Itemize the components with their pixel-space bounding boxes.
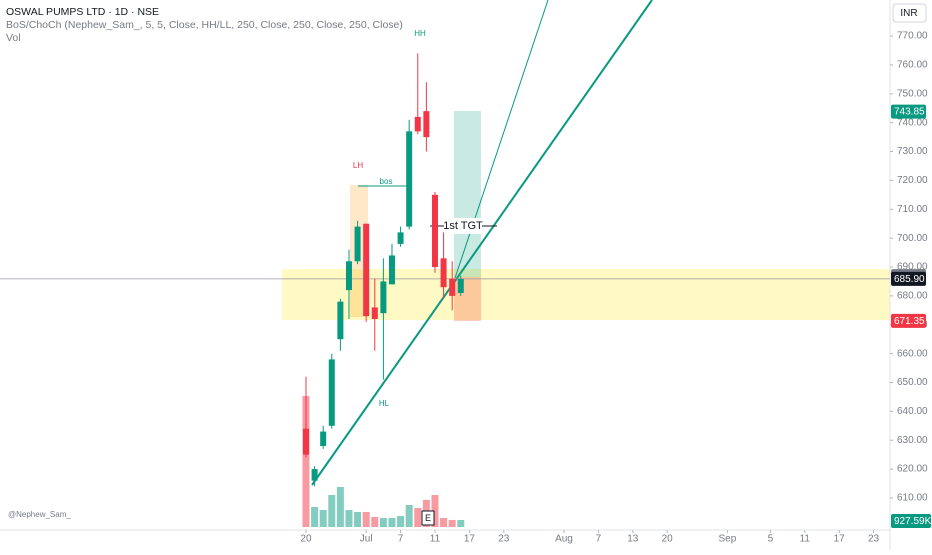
y-tick-label: 650.00 <box>897 377 928 388</box>
hh-label: HH <box>414 29 426 38</box>
candle-body <box>354 226 361 262</box>
candle-body <box>337 301 344 340</box>
y-tick-label: 660.00 <box>897 348 928 359</box>
legend-indicator: BoS/ChoCh (Nephew_Sam_, 5, 5, Close, HH/… <box>6 19 403 31</box>
x-tick-label: 17 <box>834 534 846 545</box>
candle-body <box>363 223 370 317</box>
legend-indicator: Vol <box>6 32 21 44</box>
volume-bar <box>328 495 336 527</box>
x-tick-label: 20 <box>662 534 674 545</box>
y-tick-label: 710.00 <box>897 204 928 215</box>
y-tick-label: 690.00 <box>897 262 928 273</box>
volume-bar <box>397 515 405 527</box>
price-tag-label: 671.35 <box>894 316 925 327</box>
watermark: @Nephew_Sam_ <box>8 510 71 519</box>
volume-bar <box>431 495 439 527</box>
volume-bar <box>414 507 422 527</box>
target-box <box>454 111 481 277</box>
x-tick-label: 20 <box>300 534 312 545</box>
x-tick-label: 13 <box>627 534 639 545</box>
currency[interactable]: INR <box>900 8 917 19</box>
legend-title: OSWAL PUMPS LTD · 1D · NSE <box>6 6 159 18</box>
price-tag-label: 743.85 <box>894 107 925 118</box>
y-tick-label: 760.00 <box>897 60 928 71</box>
x-tick-label: 11 <box>800 534 811 545</box>
x-tick-label: 7 <box>596 534 602 545</box>
volume-bar <box>362 511 370 527</box>
y-tick-label: 730.00 <box>897 146 928 157</box>
volume-bar <box>302 396 310 527</box>
candle-body <box>449 278 456 296</box>
price-tag <box>891 271 926 286</box>
volume-bar <box>371 516 379 527</box>
target-label-bg <box>444 218 482 234</box>
y-tick-label: 720.00 <box>897 175 928 186</box>
candle-body <box>380 281 387 314</box>
volume-bar <box>354 511 362 527</box>
x-tick-label: Aug <box>555 534 573 545</box>
price-tag <box>891 104 926 119</box>
y-tick-label: 680.00 <box>897 291 928 302</box>
volume-bar <box>379 518 387 527</box>
volume-bar <box>405 504 413 527</box>
y-tick-label: 770.00 <box>897 31 928 42</box>
bos-label: bos <box>380 177 393 186</box>
candle-body <box>302 428 309 455</box>
volume-tag <box>891 514 931 528</box>
y-tick-label: 640.00 <box>897 406 928 417</box>
x-tick-label: 23 <box>868 534 880 545</box>
volume-bar <box>440 518 448 527</box>
x-tick-label: 5 <box>768 534 774 545</box>
candle-body <box>320 431 327 446</box>
candle-body <box>311 469 318 481</box>
candle-body <box>388 255 395 285</box>
x-tick-label: Jul <box>360 534 373 545</box>
candle-body <box>328 359 335 426</box>
volume-bar <box>319 510 327 527</box>
hl-label: HL <box>379 399 390 408</box>
candle-body <box>440 258 447 288</box>
y-tick-label: 740.00 <box>897 117 928 128</box>
volume-bar <box>388 518 396 527</box>
candle-body <box>457 278 464 294</box>
x-tick-label: 23 <box>498 534 510 545</box>
earnings-marker[interactable] <box>421 510 435 526</box>
candle-body <box>406 131 413 227</box>
candle-body <box>371 307 378 319</box>
y-tick-label: 620.00 <box>897 464 928 475</box>
x-tick-label: 7 <box>398 534 404 545</box>
currency-box[interactable] <box>892 3 927 23</box>
target-label: 1st TGT <box>443 220 483 232</box>
candle-body <box>431 194 438 268</box>
volume-tag-label: 927.59K <box>894 516 932 527</box>
earnings-label[interactable]: E <box>425 513 431 523</box>
candle-body <box>414 116 421 132</box>
lh-label: LH <box>353 161 363 170</box>
candle-body <box>397 232 404 244</box>
drawings <box>282 0 890 486</box>
candle-body <box>345 261 352 291</box>
volume-bar <box>336 487 344 527</box>
x-tick-label: Sep <box>718 534 736 545</box>
candle-body <box>423 111 430 138</box>
volume-bar <box>448 519 456 527</box>
y-tick-label: 630.00 <box>897 435 928 446</box>
volume-bar <box>457 520 465 527</box>
volume-bar <box>311 507 319 527</box>
volume-bar <box>345 510 353 527</box>
x-tick-label: 11 <box>430 534 441 545</box>
y-tick-label: 750.00 <box>897 88 928 99</box>
trend-line <box>311 0 653 486</box>
price-tag <box>891 313 926 328</box>
x-tick-label: 17 <box>464 534 476 545</box>
y-tick-label: 700.00 <box>897 233 928 244</box>
price-tag-label: 685.90 <box>894 274 925 285</box>
y-tick-label: 610.00 <box>897 493 928 504</box>
